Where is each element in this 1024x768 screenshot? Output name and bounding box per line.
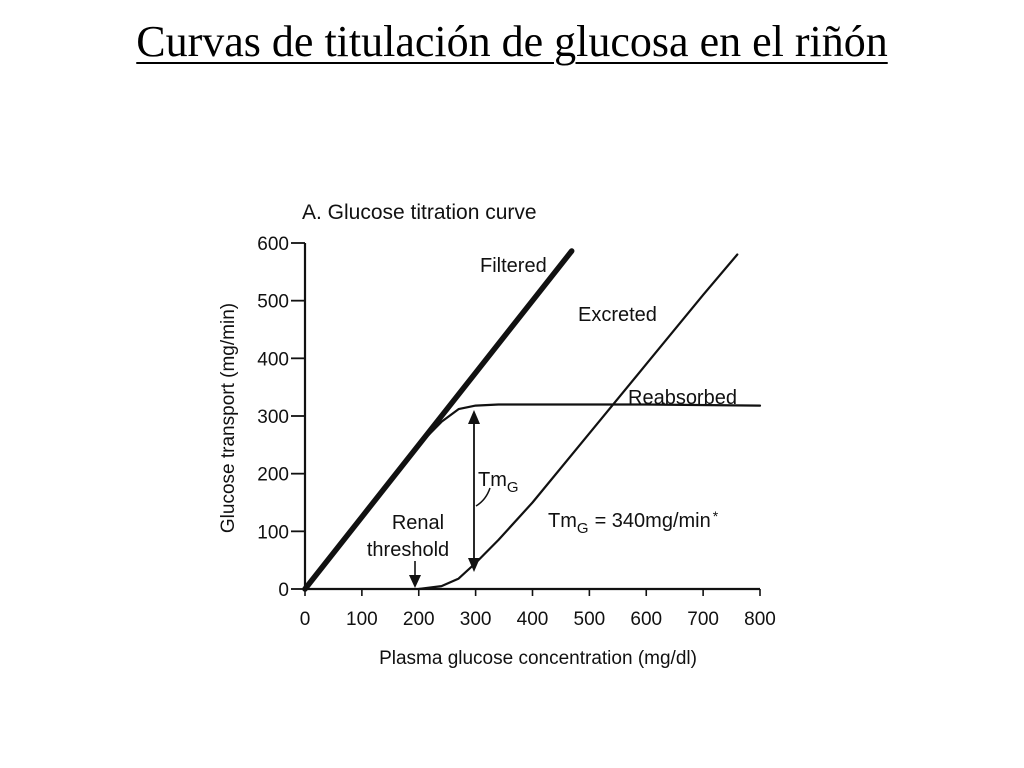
- series-lines: [302, 248, 762, 592]
- y-tick-label: 500: [257, 292, 289, 313]
- tmg-label: TmG: [478, 469, 519, 496]
- renal-threshold-label-line1: Renal: [392, 512, 444, 534]
- x-tick-label: 400: [517, 609, 549, 630]
- y-tick-label: 200: [257, 465, 289, 486]
- x-axis-title: Plasma glucose concentration (mg/dl): [379, 648, 697, 669]
- series-label-excreted: Excreted: [578, 304, 657, 326]
- tmg-value-label: TmG = 340mg/min *: [548, 508, 719, 537]
- x-tick-label: 200: [403, 609, 435, 630]
- x-tick-label: 700: [687, 609, 719, 630]
- x-tick-label: 100: [346, 609, 378, 630]
- x-tick-label: 0: [300, 609, 311, 630]
- y-tick-label: 300: [257, 407, 289, 428]
- series-label-reabsorbed: Reabsorbed: [628, 387, 737, 409]
- x-tick-label: 600: [630, 609, 662, 630]
- x-ticks: 0 100 200 300 400 500 600 700 800: [300, 589, 776, 630]
- slide-title: Curvas de titulación de glucosa en el ri…: [136, 17, 888, 66]
- x-tick-label: 300: [460, 609, 492, 630]
- series-label-filtered: Filtered: [480, 255, 547, 277]
- chart-title: A. Glucose titration curve: [302, 201, 537, 224]
- x-tick-label: 500: [574, 609, 606, 630]
- y-tick-label: 0: [278, 580, 289, 601]
- x-tick-label: 800: [744, 609, 776, 630]
- tmg-leader: [475, 487, 491, 507]
- y-axis-title: Glucose transport (mg/min): [218, 303, 239, 533]
- series-line-excreted: [417, 253, 739, 591]
- y-tick-label: 400: [257, 349, 289, 370]
- axes: [303, 243, 760, 591]
- series-labels: Filtered Reabsorbed Excreted: [480, 255, 737, 409]
- y-tick-label: 100: [257, 522, 289, 543]
- y-ticks: 0 100 200 300 400 500 600: [257, 234, 305, 601]
- renal-threshold-arrow: [409, 561, 421, 588]
- series-line-reabsorbed: [303, 403, 762, 591]
- tmg-double-arrow: [468, 410, 480, 572]
- renal-threshold-label-line2: threshold: [367, 539, 449, 561]
- y-tick-label: 600: [257, 234, 289, 255]
